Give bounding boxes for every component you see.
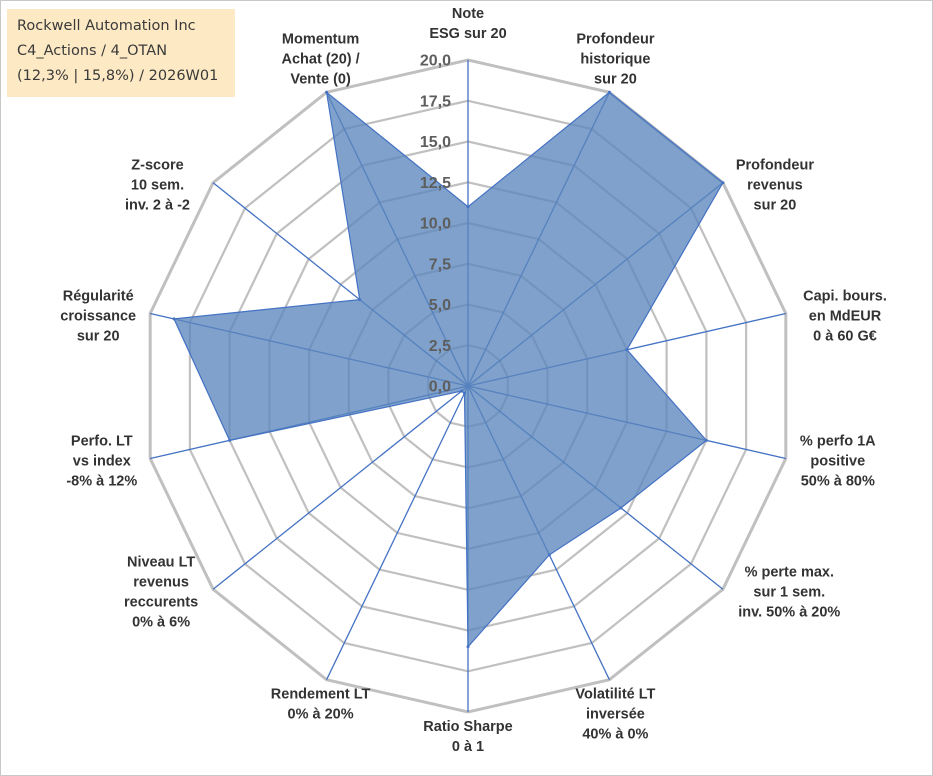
axis-label-line: Z-score	[131, 158, 183, 174]
axis-label: % perte max. sur 1 sem. inv. 50% à 20%	[738, 564, 840, 620]
axis-label-line: revenus	[133, 574, 189, 590]
axis-label-line: sur 20	[594, 71, 637, 87]
tick-label: 20,0	[420, 53, 451, 70]
axis-label-line: vs index	[73, 454, 131, 470]
axis-label-line: Volatilité LT	[575, 687, 655, 703]
axis-label: Capi. bours. en MdEUR 0 à 60 G€	[803, 289, 887, 345]
axis-label-line: Achat (20) /	[282, 51, 360, 67]
axis-label: Rendement LT 0% à 20%	[271, 687, 371, 723]
data-point	[619, 506, 623, 510]
data-point	[325, 90, 329, 94]
axis-label-line: 40% à 0%	[582, 727, 648, 743]
axis-label-line: en MdEUR	[809, 309, 882, 325]
data-point	[721, 181, 725, 185]
axis-label-line: sur 1 sem.	[753, 584, 825, 600]
info-category: C4_Actions / 4_OTAN	[17, 43, 168, 59]
tick-label: 17,5	[420, 93, 451, 110]
axis-label: Z-score 10 sem. inv. 2 à -2	[125, 158, 190, 214]
data-point	[607, 90, 611, 94]
axis-label-line: Rendement LT	[271, 687, 371, 703]
axis-label-line: inversée	[586, 707, 645, 723]
axis-label-line: Niveau LT	[127, 554, 195, 570]
axis-label-line: Perfo. LT	[71, 434, 133, 450]
axis-label-line: croissance	[60, 309, 136, 325]
data-point	[172, 317, 176, 321]
data-point	[463, 391, 466, 395]
axis-label-line: sur 20	[754, 198, 797, 214]
info-box: Rockwell Automation Inc C4_Actions / 4_O…	[7, 9, 235, 97]
data-point	[625, 348, 629, 352]
axis-label: Note ESG sur 20	[429, 6, 506, 42]
axis-label-line: % perte max.	[745, 564, 834, 580]
axis-label-line: ESG sur 20	[429, 26, 506, 42]
axis-label-line: Capi. bours.	[803, 289, 887, 305]
data-point	[460, 389, 464, 393]
axis-label-line: 50% à 80%	[801, 474, 875, 490]
axis-label-line: Ratio Sharpe	[423, 719, 512, 735]
axis-spoke	[212, 385, 469, 590]
axis-label-line: inv. 2 à -2	[125, 198, 190, 214]
tick-label: 15,0	[420, 134, 451, 151]
axis-label: Profondeur revenus sur 20	[736, 158, 814, 214]
axis-label-line: Profondeur	[736, 158, 814, 174]
axis-label-line: Note	[452, 6, 484, 22]
tick-label: 0,0	[429, 379, 451, 396]
tick-label: 10,0	[420, 216, 451, 233]
axis-label-line: inv. 50% à 20%	[738, 604, 840, 620]
axis-label-line: revenus	[747, 178, 803, 194]
axis-label-line: 0% à 6%	[132, 614, 190, 630]
data-point	[466, 645, 470, 649]
axis-label-line: Momentum	[282, 31, 359, 47]
axis-label: Volatilité LT inversée 40% à 0%	[575, 687, 655, 743]
axis-label-line: reccurents	[124, 594, 198, 610]
tick-label: 2,5	[429, 338, 451, 355]
tick-label: 5,0	[429, 297, 451, 314]
data-point	[466, 205, 470, 209]
axis-label-line: -8% à 12%	[66, 474, 137, 490]
axis-label: Ratio Sharpe 0 à 1	[423, 719, 512, 755]
axis-label: Momentum Achat (20) / Vente (0)	[282, 31, 360, 87]
axis-label: Perfo. LT vs index -8% à 12%	[66, 434, 137, 490]
axis-label-line: sur 20	[77, 329, 120, 345]
info-company: Rockwell Automation Inc	[17, 18, 196, 34]
axis-label-line: positive	[810, 454, 865, 470]
data-point	[704, 438, 708, 442]
axis-label-line: 0 à 60 G€	[813, 329, 877, 345]
axis-label-line: 10 sem.	[131, 178, 184, 194]
axis-label-line: Vente (0)	[290, 71, 351, 87]
axis-label: Régularité croissance sur 20	[60, 289, 136, 345]
data-point	[547, 553, 551, 557]
axis-label: Niveau LT revenus reccurents 0% à 6%	[124, 554, 198, 630]
info-performance: (12,3% | 15,8%) / 2026W01	[17, 68, 219, 84]
data-point	[228, 438, 232, 442]
tick-label: 7,5	[429, 256, 451, 273]
axis-label-line: 0% à 20%	[288, 707, 354, 723]
data-point	[358, 298, 362, 302]
axis-label-line: % perfo 1A	[800, 434, 876, 450]
axis-label: Profondeur historique sur 20	[576, 31, 654, 87]
axis-label-line: Régularité	[63, 289, 134, 305]
axis-spoke	[326, 385, 469, 680]
axis-label-line: Profondeur	[576, 31, 654, 47]
axis-label-line: historique	[580, 51, 650, 67]
axis-label: % perfo 1A positive 50% à 80%	[800, 434, 876, 490]
tick-label: 12,5	[420, 175, 451, 192]
axis-label-line: 0 à 1	[452, 739, 484, 755]
